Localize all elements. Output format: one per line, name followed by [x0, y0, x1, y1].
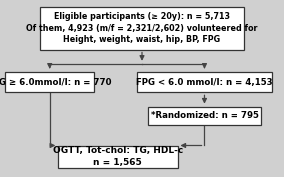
- FancyBboxPatch shape: [40, 7, 244, 50]
- Text: *Randomized: n = 795: *Randomized: n = 795: [151, 112, 258, 120]
- Text: FPG ≥ 6.0mmol/l: n = 770: FPG ≥ 6.0mmol/l: n = 770: [0, 78, 112, 87]
- FancyBboxPatch shape: [148, 107, 261, 125]
- FancyBboxPatch shape: [58, 145, 178, 168]
- Text: Eligible participants (≥ 20y): n = 5,713
Of them, 4,923 (m/f = 2,321/2,602) volu: Eligible participants (≥ 20y): n = 5,713…: [26, 12, 258, 44]
- FancyBboxPatch shape: [5, 72, 94, 92]
- FancyBboxPatch shape: [137, 72, 272, 92]
- Text: FPG < 6.0 mmol/l: n = 4,153: FPG < 6.0 mmol/l: n = 4,153: [136, 78, 273, 87]
- Text: OGTT, Tot-chol: TG, HDL-c
n = 1,565: OGTT, Tot-chol: TG, HDL-c n = 1,565: [53, 146, 183, 167]
